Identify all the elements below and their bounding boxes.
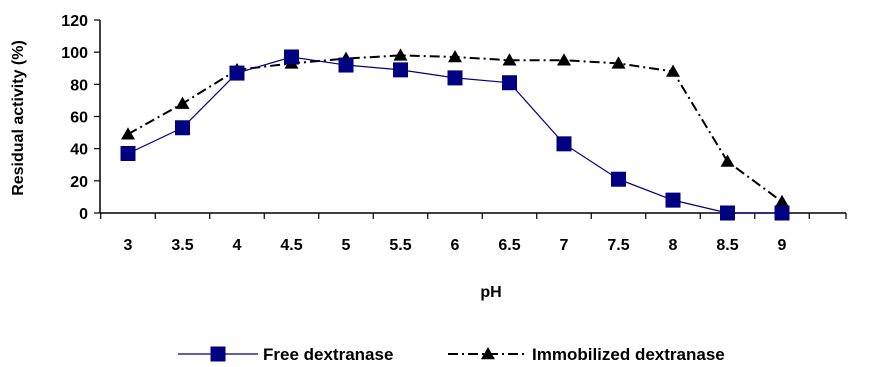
x-tick-label: 9 [778,237,787,254]
series-layer [120,48,790,221]
data-point [611,56,626,69]
data-point [121,127,135,140]
data-point [502,75,517,91]
x-tick-label: 8 [669,237,678,254]
x-tick-label: 6.5 [498,237,520,254]
data-point [557,53,571,66]
data-point [120,145,136,161]
y-tick-label: 80 [70,77,88,94]
data-point [448,49,462,63]
x-tick-label: 4.5 [280,237,302,254]
y-tick-label: 40 [70,142,88,159]
data-point [774,205,790,221]
data-point [502,53,517,66]
legend-marker-free [210,346,226,362]
legend-marker-immobilized [481,347,495,360]
data-point [665,192,681,208]
y-tick-label: 120 [61,13,88,30]
data-point [556,136,572,152]
y-tick-label: 20 [70,174,88,191]
y-axis-label: Residual activity (%) [10,40,27,196]
y-tick-label: 60 [70,110,88,127]
x-axis-label: pH [480,284,501,301]
y-axis-ticks: 0 20 40 60 80 100 120 [61,13,100,223]
x-tick-label: 4 [233,237,242,254]
x-tick-label: 3 [124,237,133,254]
data-point [611,171,626,187]
x-tick-label: 7.5 [607,237,629,254]
data-point [720,205,735,221]
data-point [720,154,735,167]
data-point [284,49,299,65]
y-tick-label: 100 [61,45,88,62]
x-tick-label: 7 [560,237,569,254]
x-axis-ticks: 3 3.5 4 4.5 5 5.5 6 6.5 7 7.5 8 8.5 9 [100,213,847,254]
x-tick-label: 6 [451,237,460,254]
y-tick-label: 0 [79,206,88,223]
data-point [175,96,190,109]
data-point [666,64,680,77]
data-point [338,57,354,73]
x-tick-label: 5 [342,237,351,254]
x-tick-label: 8.5 [716,237,738,254]
data-point [393,48,408,61]
data-point [175,120,190,136]
legend: Free dextranase Immobilized dextranase [178,345,725,364]
data-point [447,70,463,86]
x-tick-label: 3.5 [171,237,193,254]
data-point [393,62,408,78]
x-tick-label: 5.5 [389,237,411,254]
data-point [775,194,789,207]
data-point [229,65,245,81]
legend-label-immobilized: Immobilized dextranase [532,345,725,364]
legend-label-free: Free dextranase [263,345,393,364]
series-free-dextranase [120,49,790,221]
